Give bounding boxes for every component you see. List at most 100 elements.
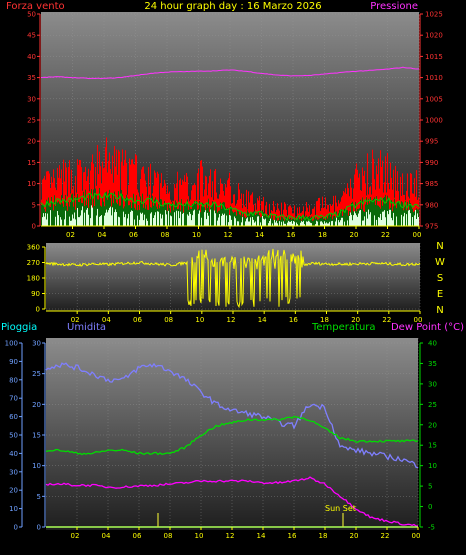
y-tick-label: 25 <box>27 117 36 125</box>
x-tick-label: 20 <box>350 532 359 540</box>
y-tick-label: 25 <box>32 370 41 378</box>
y-tick-label: 990 <box>425 159 438 167</box>
y-tick-label: 15 <box>32 432 41 440</box>
x-tick-label: 10 <box>195 316 204 324</box>
x-tick-label: 00 <box>412 532 421 540</box>
x-tick-label: 22 <box>381 532 390 540</box>
y-tick-label: 0 <box>32 223 36 231</box>
dewpoint-axis-title: Dew Point (°C) <box>391 322 464 333</box>
x-tick-label: 04 <box>98 231 107 239</box>
y-tick-label: 40 <box>428 340 437 348</box>
x-tick-label: 18 <box>319 532 328 540</box>
x-tick-label: 18 <box>318 231 327 239</box>
y-tick-label: 270 <box>27 259 40 267</box>
y-tick-label: 35 <box>27 74 36 82</box>
x-tick-label: 06 <box>133 532 142 540</box>
wind-direction-trace <box>45 248 421 309</box>
y-tick-label: 35 <box>428 360 437 368</box>
x-tick-label: 02 <box>71 316 80 324</box>
x-tick-label: 12 <box>227 316 236 324</box>
compass-north-top: N <box>436 241 443 252</box>
gust-envelope-line <box>40 192 420 221</box>
x-tick-label: 16 <box>287 231 296 239</box>
y-tick-label: 10 <box>32 462 41 470</box>
x-tick-label: 16 <box>289 316 298 324</box>
y-tick-label: 25 <box>428 401 437 409</box>
x-tick-label: 06 <box>129 231 138 239</box>
compass-south: S <box>437 273 443 284</box>
humidity-axis-title: Umidita <box>67 322 106 333</box>
pressure-axis: 975 980 985 990 995 1000 1005 1010 1015 1020 1025 <box>419 11 443 231</box>
sunset-label: Sun Set <box>325 504 356 513</box>
x-tick-label: 20 <box>350 231 359 239</box>
x-tick-label: 10 <box>195 532 204 540</box>
wind-pressure-lines <box>40 66 420 221</box>
y-tick-label: 90 <box>31 290 40 298</box>
y-tick-label: 60 <box>9 413 18 421</box>
y-tick-label: -5 <box>428 524 435 532</box>
wind-time-axis: 02 04 06 08 10 12 14 16 18 20 22 00 <box>41 225 422 239</box>
temperature-line <box>45 415 419 456</box>
x-tick-label: 16 <box>288 532 297 540</box>
x-tick-label: 08 <box>164 316 173 324</box>
graph-title: 24 hour graph day : 16 Marzo 2026 <box>144 1 321 12</box>
y-tick-label: 30 <box>9 468 18 476</box>
x-tick-label: 18 <box>320 316 329 324</box>
x-tick-label: 10 <box>192 231 201 239</box>
y-tick-label: 1020 <box>425 32 443 40</box>
temperature-time-axis: 02 04 06 08 10 12 14 16 18 20 22 00 <box>46 526 421 540</box>
dewpoint-axis: -5 0 5 10 15 20 25 30 35 40 <box>419 340 437 532</box>
y-tick-label: 15 <box>27 159 36 167</box>
rain-axis-title: Pioggia <box>1 322 37 333</box>
y-tick-label: 30 <box>32 340 41 348</box>
x-tick-label: 22 <box>381 231 390 239</box>
y-tick-label: 0 <box>37 524 41 532</box>
y-tick-label: 20 <box>428 421 437 429</box>
pressure-axis-title: Pressione <box>370 1 418 12</box>
compass-west: W <box>435 257 445 268</box>
humidity-line <box>45 362 419 469</box>
wind-speed-axis: 0 5 10 15 20 25 30 35 40 45 50 <box>27 11 41 231</box>
x-tick-label: 20 <box>351 316 360 324</box>
y-tick-label: 5 <box>37 493 41 501</box>
x-tick-label: 06 <box>133 316 142 324</box>
y-tick-label: 985 <box>425 180 438 188</box>
dewpoint-line <box>45 476 419 527</box>
y-tick-label: 10 <box>27 180 36 188</box>
x-tick-label: 14 <box>255 231 264 239</box>
y-tick-label: 20 <box>32 401 41 409</box>
humidity-axis: 0 5 10 15 20 25 30 <box>32 340 46 532</box>
y-tick-label: 10 <box>9 505 18 513</box>
x-tick-label: 00 <box>413 231 422 239</box>
y-tick-label: 90 <box>9 358 18 366</box>
x-tick-label: 12 <box>226 532 235 540</box>
x-tick-label: 04 <box>102 532 111 540</box>
x-tick-label: 12 <box>224 231 233 239</box>
y-tick-label: 70 <box>9 395 18 403</box>
x-tick-label: 02 <box>66 231 75 239</box>
x-tick-label: 14 <box>257 532 266 540</box>
y-tick-label: 0 <box>36 306 40 314</box>
y-tick-label: 5 <box>428 483 432 491</box>
y-tick-label: 100 <box>5 340 18 348</box>
wind-direction-axis: 0 90 180 270 360 <box>27 244 46 314</box>
y-tick-label: 1000 <box>425 117 443 125</box>
y-tick-label: 0 <box>428 503 432 511</box>
y-tick-label: 1010 <box>425 74 443 82</box>
temperature-grid <box>46 338 419 528</box>
compass-east: E <box>437 289 443 300</box>
y-tick-label: 995 <box>425 138 438 146</box>
y-tick-label: 980 <box>425 201 438 209</box>
x-tick-label: 00 <box>414 316 423 324</box>
x-tick-label: 08 <box>161 231 170 239</box>
y-tick-label: 40 <box>27 53 36 61</box>
compass-north-bottom: N <box>436 305 443 316</box>
pressure-line <box>40 66 420 80</box>
y-tick-label: 30 <box>27 95 36 103</box>
y-tick-label: 30 <box>428 380 437 388</box>
y-tick-label: 180 <box>27 275 40 283</box>
y-tick-label: 10 <box>428 462 437 470</box>
wind-axis-title: Forza vento <box>6 1 65 12</box>
y-tick-label: 15 <box>428 442 437 450</box>
